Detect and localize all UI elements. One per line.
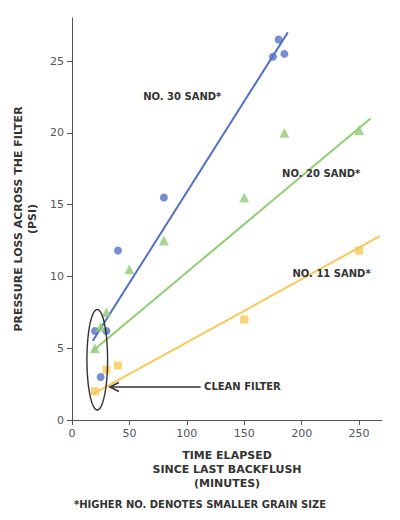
svg-text:PRESSURE LOSS ACROSS THE FILTE: PRESSURE LOSS ACROSS THE FILTER (12, 106, 25, 332)
svg-text:CLEAN FILTER: CLEAN FILTER (204, 381, 281, 392)
svg-text:*HIGHER NO. DENOTES SMALLER GR: *HIGHER NO. DENOTES SMALLER GRAIN SIZE (74, 499, 326, 510)
svg-text:15: 15 (50, 198, 64, 211)
svg-text:200: 200 (291, 427, 312, 440)
svg-text:150: 150 (234, 427, 255, 440)
svg-text:NO. 30 SAND*: NO. 30 SAND* (143, 91, 222, 102)
svg-text:5: 5 (57, 342, 64, 355)
svg-text:0: 0 (69, 427, 76, 440)
svg-text:0: 0 (57, 414, 64, 427)
svg-text:250: 250 (349, 427, 370, 440)
svg-text:(MINUTES): (MINUTES) (194, 477, 260, 490)
svg-text:10: 10 (50, 270, 64, 283)
svg-text:25: 25 (50, 55, 64, 68)
svg-text:TIME ELAPSED: TIME ELAPSED (182, 449, 272, 462)
svg-text:100: 100 (176, 427, 197, 440)
svg-text:20: 20 (50, 126, 64, 139)
svg-text:NO. 11 SAND*: NO. 11 SAND* (292, 268, 371, 279)
svg-text:50: 50 (122, 427, 136, 440)
svg-text:NO. 20 SAND*: NO. 20 SAND* (282, 168, 361, 179)
svg-text:(PSI): (PSI) (26, 204, 39, 234)
svg-text:SINCE LAST BACKFLUSH: SINCE LAST BACKFLUSH (152, 463, 301, 476)
